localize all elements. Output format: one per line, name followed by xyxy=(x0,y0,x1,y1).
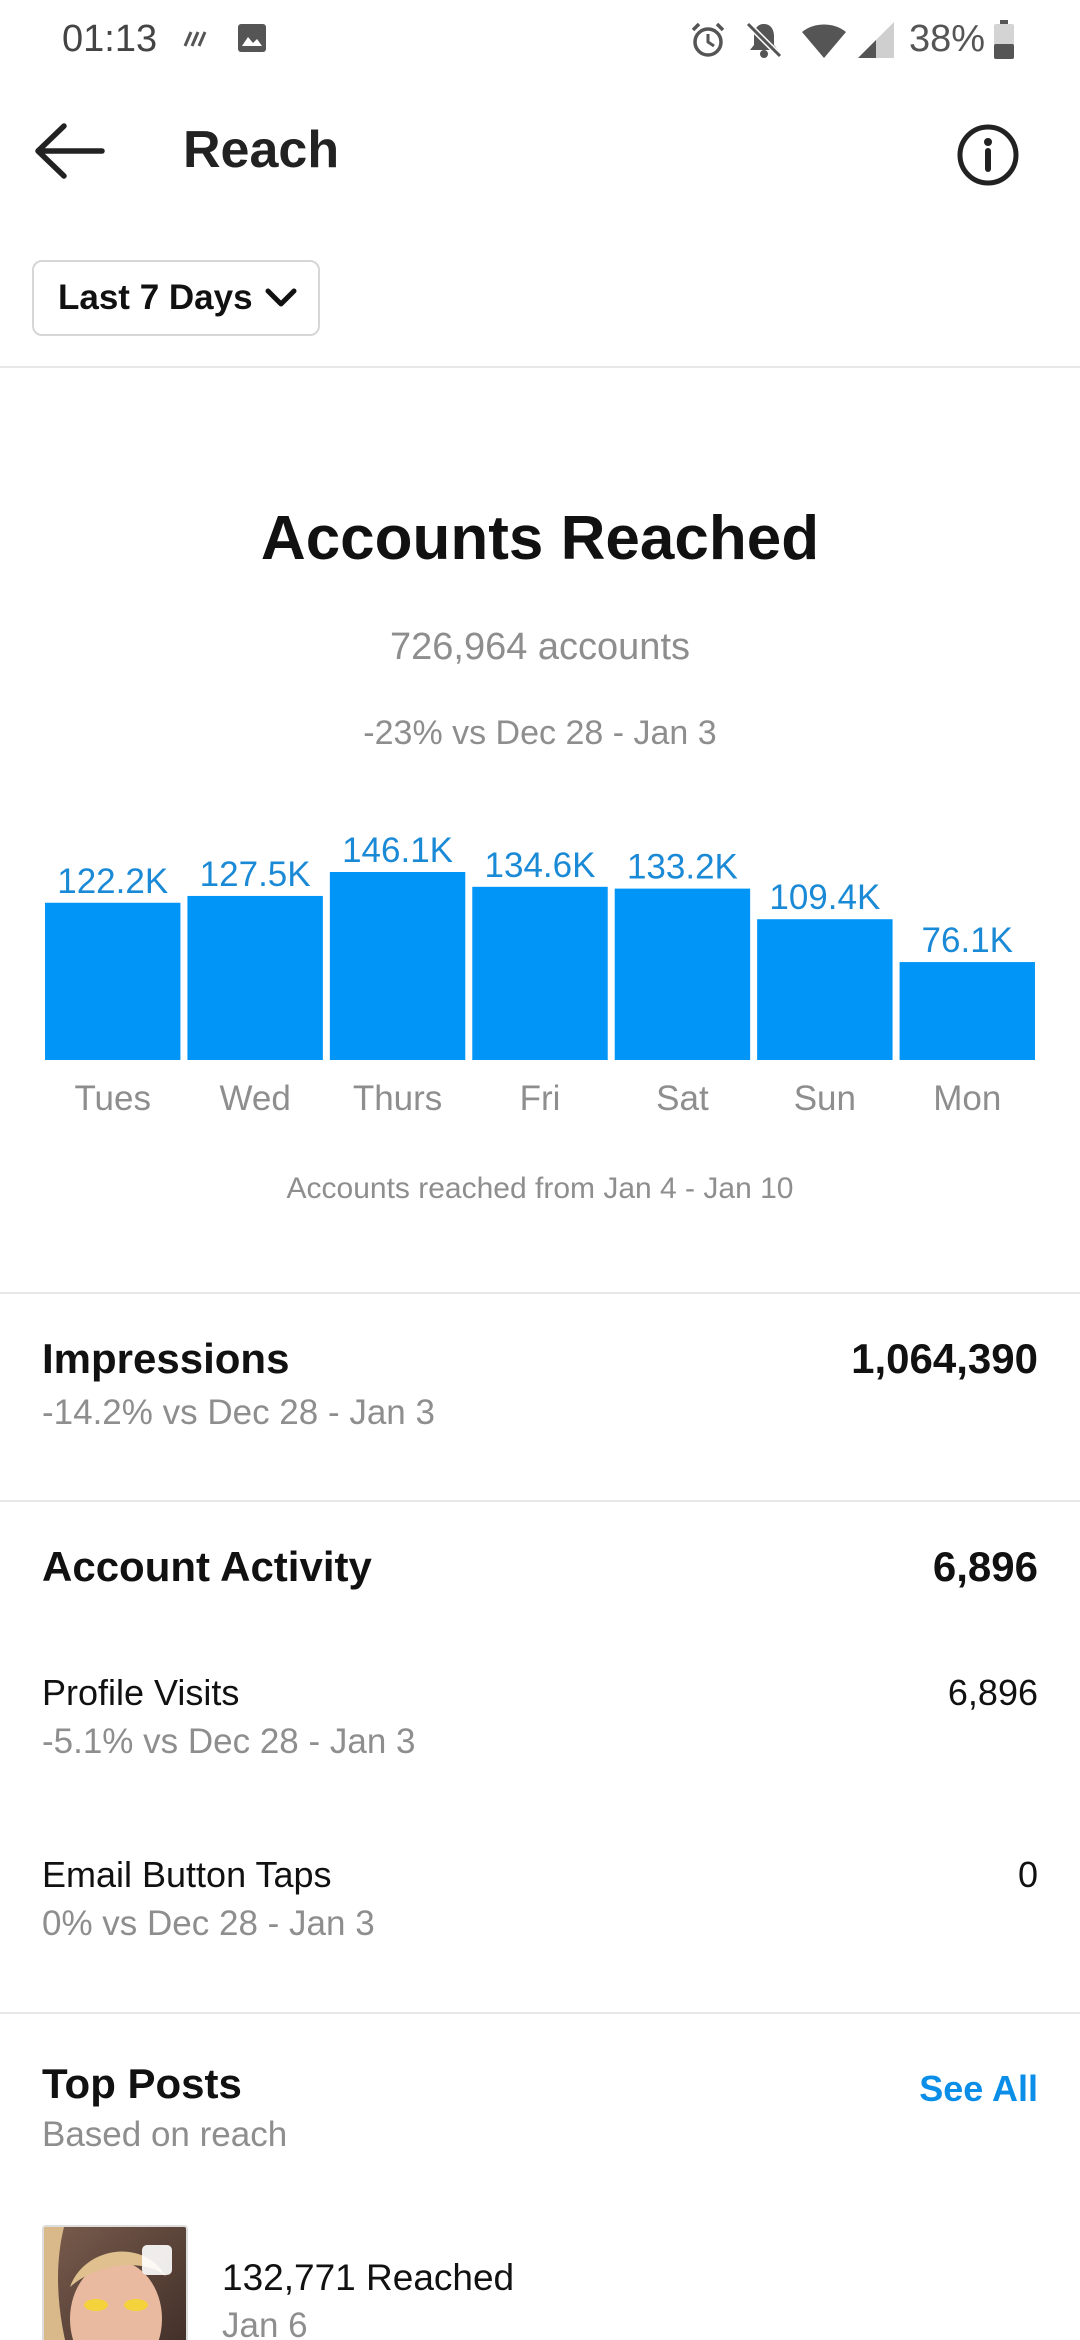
back-arrow-icon[interactable] xyxy=(30,118,108,184)
profile-visits-label: Profile Visits xyxy=(42,1672,240,1713)
chart-x-tick-label: Fri xyxy=(520,1079,561,1118)
chart-caption: Accounts reached from Jan 4 - Jan 10 xyxy=(286,1172,794,1205)
battery-icon xyxy=(994,20,1014,59)
chart-x-tick-label: Sat xyxy=(656,1079,709,1118)
impressions-label: Impressions xyxy=(42,1335,290,1382)
accounts-reached-bar-chart: 122.2K Tues 127.5K Wed 146.1K Thurs 134.6K Fri 1… xyxy=(45,831,1035,1118)
chart-bar-value-label: 122.2K xyxy=(57,862,168,901)
chart-bar xyxy=(472,886,608,1060)
post-thumbnail-image xyxy=(44,2227,186,2340)
chart-bar xyxy=(757,919,893,1060)
divider xyxy=(0,366,1080,368)
chart-bar xyxy=(614,888,751,1060)
battery-percentage: 38% xyxy=(909,18,986,60)
account-activity-value: 6,896 xyxy=(932,1543,1038,1590)
email-button-taps-label: Email Button Taps xyxy=(42,1854,332,1895)
date-range-label: Last 7 Days xyxy=(58,278,253,317)
chart-x-tick-label: Wed xyxy=(219,1079,290,1118)
status-bar: 01:13 38% xyxy=(0,0,1080,80)
email-button-taps-comparison: 0% vs Dec 28 - Jan 3 xyxy=(42,1904,375,1943)
chart-bar-value-label: 134.6K xyxy=(485,846,596,885)
post-thumbnail[interactable] xyxy=(42,2225,188,2340)
chart-bar-value-label: 146.1K xyxy=(342,831,453,870)
impressions-comparison: -14.2% vs Dec 28 - Jan 3 xyxy=(42,1393,435,1432)
account-activity-label: Account Activity xyxy=(42,1543,372,1590)
see-all-link[interactable]: See All xyxy=(919,2068,1038,2109)
info-icon[interactable] xyxy=(955,122,1021,188)
chevron-down-icon xyxy=(265,288,297,307)
top-posts-label: Top Posts xyxy=(42,2060,242,2107)
post-date: Jan 6 xyxy=(222,2306,308,2340)
top-posts-header: Top Posts Based on reach See All xyxy=(42,2060,1038,2170)
accounts-reached-count: 726,964 accounts xyxy=(389,626,690,668)
accounts-reached-comparison: -23% vs Dec 28 - Jan 3 xyxy=(363,714,717,752)
chart-bar-value-label: 76.1K xyxy=(922,921,1013,960)
profile-visits-comparison: -5.1% vs Dec 28 - Jan 3 xyxy=(42,1722,416,1761)
profile-visits-row: Profile Visits 6,896 -5.1% vs Dec 28 - J… xyxy=(42,1672,1038,1772)
chart-bar xyxy=(329,872,466,1060)
page-title: Reach xyxy=(183,121,340,179)
chart-x-tick-label: Tues xyxy=(74,1079,151,1118)
email-button-taps-value: 0 xyxy=(1017,1854,1038,1895)
status-time: 01:13 xyxy=(62,18,158,60)
impressions-value: 1,064,390 xyxy=(851,1335,1038,1382)
chart-bar xyxy=(187,895,323,1060)
chart-bar-value-label: 109.4K xyxy=(769,878,880,917)
account-activity-row: Account Activity 6,896 xyxy=(42,1543,1038,1603)
notifications-off-icon xyxy=(745,21,783,59)
chart-bar-value-label: 133.2K xyxy=(627,848,738,887)
top-posts-subtitle: Based on reach xyxy=(42,2115,288,2154)
alarm-icon xyxy=(691,22,725,57)
impressions-row: Impressions 1,064,390 -14.2% vs Dec 28 -… xyxy=(42,1335,1038,1455)
chart-x-tick-label: Sun xyxy=(794,1079,856,1118)
app-notification-icon xyxy=(183,31,207,47)
chart-bar xyxy=(899,962,1035,1060)
divider xyxy=(0,2012,1080,2014)
divider xyxy=(0,1500,1080,1502)
accounts-reached-title: Accounts Reached xyxy=(260,504,820,573)
chart-x-tick-label: Mon xyxy=(933,1079,1001,1118)
cell-signal-icon xyxy=(858,22,894,58)
post-reached-count: 132,771 Reached xyxy=(222,2257,515,2298)
divider xyxy=(0,1292,1080,1294)
image-notification-icon xyxy=(238,24,266,52)
chart-bar xyxy=(45,902,181,1060)
chart-x-tick-label: Thurs xyxy=(353,1079,442,1118)
wifi-icon xyxy=(802,24,846,58)
chart-bar-value-label: 127.5K xyxy=(200,855,311,894)
profile-visits-value: 6,896 xyxy=(947,1672,1038,1713)
email-button-taps-row: Email Button Taps 0 0% vs Dec 28 - Jan 3 xyxy=(42,1854,1038,1954)
date-range-dropdown[interactable]: Last 7 Days xyxy=(32,260,320,336)
app-bar: Reach xyxy=(0,100,1080,210)
